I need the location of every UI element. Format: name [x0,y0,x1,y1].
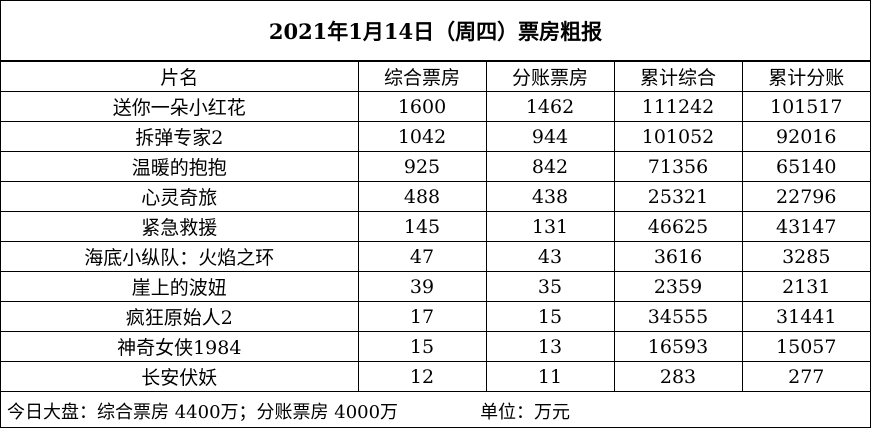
cumulative-total: 46625 [613,211,743,242]
table-row: 心灵奇旅 488 438 25321 22796 [1,181,870,212]
table-row: 长安伏妖 12 11 283 277 [1,361,870,392]
split-gross: 131 [485,211,615,242]
split-gross: 13 [485,331,615,362]
cumulative-split: 2131 [741,271,870,302]
table-row: 崖上的波妞 39 35 2359 2131 [1,271,870,302]
film-name: 拆弹专家2 [1,121,359,152]
market-summary: 今日大盘：综合票房 4400万；分账票房 4000万 [7,401,399,423]
split-gross: 11 [485,361,615,392]
total-gross: 12 [357,361,487,392]
sheet-title: 2021年1月14日（周四）票房粗报 [1,1,870,61]
table-row: 神奇女侠1984 15 13 16593 15057 [1,331,870,362]
footer-note: 今日大盘：综合票房 4400万；分账票房 4000万 单位：万元 [1,394,870,427]
split-gross: 15 [485,301,615,332]
film-name: 温暖的抱抱 [1,151,359,182]
cumulative-total: 71356 [613,151,743,182]
total-gross: 39 [357,271,487,302]
cumulative-total: 3616 [613,241,743,272]
film-name: 长安伏妖 [1,361,359,392]
cumulative-total: 34555 [613,301,743,332]
split-gross: 842 [485,151,615,182]
total-gross: 17 [357,301,487,332]
total-gross: 925 [357,151,487,182]
header-cumulative-split: 累计分账 [741,61,870,92]
header-row: 片名 综合票房 分账票房 累计综合 累计分账 [1,61,870,92]
cumulative-total: 283 [613,361,743,392]
header-total-gross: 综合票房 [357,61,487,92]
split-gross: 1462 [485,91,615,122]
film-name: 送你一朵小红花 [1,91,359,122]
table-row: 温暖的抱抱 925 842 71356 65140 [1,151,870,182]
total-gross: 1600 [357,91,487,122]
split-gross: 35 [485,271,615,302]
total-gross: 15 [357,331,487,362]
table-row: 拆弹专家2 1042 944 101052 92016 [1,121,870,152]
cumulative-split: 22796 [741,181,870,212]
film-name: 紧急救援 [1,211,359,242]
header-cumulative-total: 累计综合 [613,61,743,92]
cumulative-total: 16593 [613,331,743,362]
split-gross: 43 [485,241,615,272]
table-row: 疯狂原始人2 17 15 34555 31441 [1,301,870,332]
cumulative-split: 3285 [741,241,870,272]
cumulative-total: 25321 [613,181,743,212]
box-office-table: 片名 综合票房 分账票房 累计综合 累计分账 送你一朵小红花 1600 1462… [1,61,870,392]
cumulative-split: 15057 [741,331,870,362]
unit-label: 单位：万元 [480,401,571,423]
header-split-gross: 分账票房 [485,61,615,92]
cumulative-total: 101052 [613,121,743,152]
cumulative-split: 101517 [741,91,870,122]
film-name: 心灵奇旅 [1,181,359,212]
film-name: 疯狂原始人2 [1,301,359,332]
cumulative-split: 43147 [741,211,870,242]
film-name: 海底小纵队：火焰之环 [1,241,359,272]
table-row: 海底小纵队：火焰之环 47 43 3616 3285 [1,241,870,272]
total-gross: 145 [357,211,487,242]
split-gross: 944 [485,121,615,152]
film-name: 神奇女侠1984 [1,331,359,362]
total-gross: 1042 [357,121,487,152]
split-gross: 438 [485,181,615,212]
cumulative-total: 111242 [613,91,743,122]
cumulative-split: 277 [741,361,870,392]
table-row: 紧急救援 145 131 46625 43147 [1,211,870,242]
cumulative-split: 65140 [741,151,870,182]
cumulative-total: 2359 [613,271,743,302]
total-gross: 47 [357,241,487,272]
header-film: 片名 [1,61,359,92]
table-row: 送你一朵小红花 1600 1462 111242 101517 [1,91,870,122]
cumulative-split: 31441 [741,301,870,332]
cumulative-split: 92016 [741,121,870,152]
total-gross: 488 [357,181,487,212]
film-name: 崖上的波妞 [1,271,359,302]
